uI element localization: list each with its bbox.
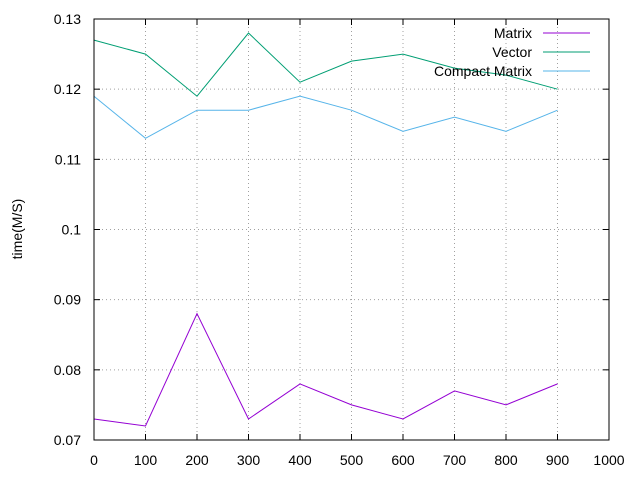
y-tick-label: 0.1 — [62, 222, 82, 238]
y-axis-label: time(M/S) — [9, 199, 25, 260]
series-line-vector — [93, 32, 558, 97]
y-tick-label: 0.07 — [54, 432, 81, 448]
legend-label: Compact Matrix — [434, 63, 532, 79]
x-tick-label: 500 — [340, 452, 364, 468]
x-tick-label: 600 — [391, 452, 415, 468]
y-tick-label: 0.13 — [54, 11, 81, 27]
x-tick-label: 0 — [90, 452, 98, 468]
axis-ticks: 0 100 200 300 400 500 600 700 800 900 1000 0.07 0.08… — [54, 11, 625, 468]
x-tick-label: 1000 — [593, 452, 624, 468]
x-tick-label: 200 — [185, 452, 209, 468]
x-tick-label: 700 — [443, 452, 467, 468]
x-tick-label: 100 — [134, 452, 158, 468]
y-tick-label: 0.09 — [54, 292, 81, 308]
x-tick-label: 300 — [237, 452, 261, 468]
series-line-matrix — [93, 312, 558, 427]
series-line-compact-matrix — [93, 95, 558, 139]
legend-label: Vector — [492, 44, 532, 60]
x-tick-label: 400 — [288, 452, 312, 468]
legend: Matrix Vector Compact Matrix — [434, 25, 590, 79]
x-tick-label: 900 — [546, 452, 570, 468]
legend-label: Matrix — [494, 25, 532, 41]
y-tick-label: 0.12 — [54, 81, 81, 97]
x-tick-label: 800 — [494, 452, 518, 468]
y-tick-label: 0.11 — [55, 151, 81, 167]
series-lines — [93, 32, 558, 427]
y-tick-label: 0.08 — [54, 362, 81, 378]
